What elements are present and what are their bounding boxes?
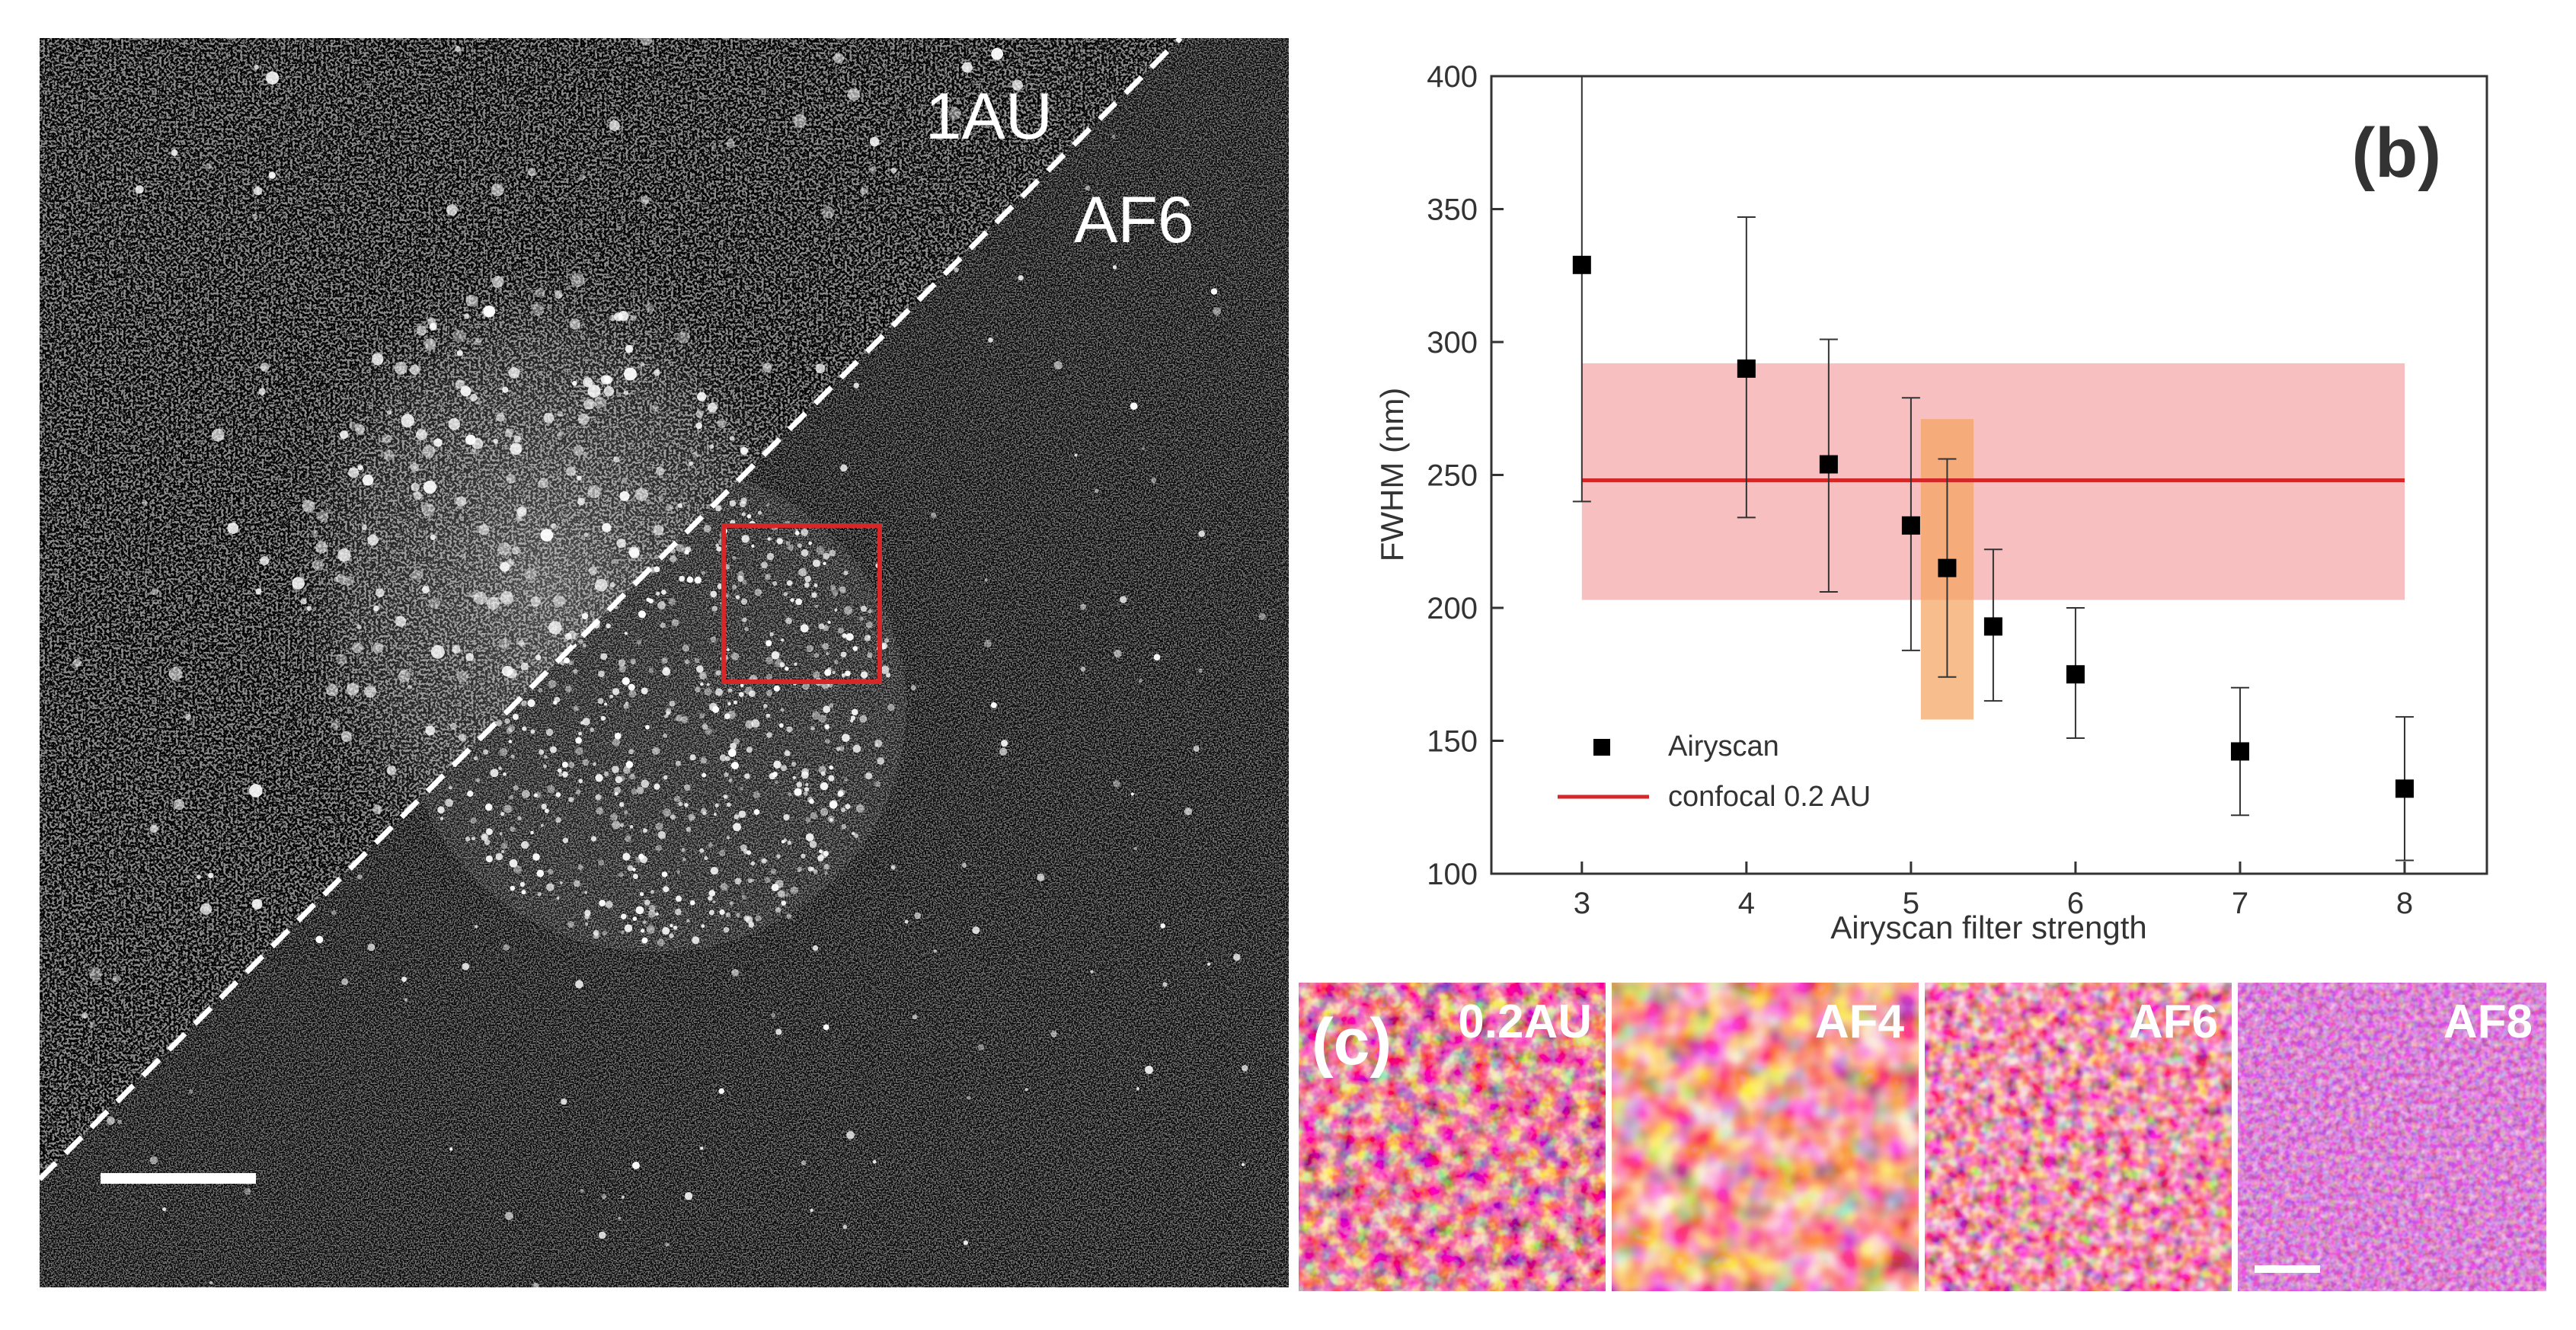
x-axis-label: Airyscan filter strength — [1830, 910, 2147, 945]
label-1au: 1AU — [925, 80, 1053, 153]
x-axis-ticks: 3 4 5 6 7 8 — [1574, 862, 2413, 920]
x-tick-label: 4 — [1738, 887, 1755, 920]
data-point — [1819, 455, 1838, 474]
roi-box — [721, 523, 882, 684]
panel-b-label: (b) — [2352, 114, 2441, 192]
data-point — [1737, 359, 1756, 378]
label-af6: AF6 — [1074, 184, 1194, 257]
panel-c-label: (c) — [1312, 1005, 1392, 1079]
y-tick-label: 300 — [1427, 326, 1478, 360]
tile-label-af4: AF4 — [1815, 996, 1905, 1048]
data-point — [1938, 558, 1957, 577]
legend-confocal-label: confocal 0.2 AU — [1668, 781, 1871, 813]
split-divider-line — [40, 38, 1183, 1181]
data-point — [1572, 255, 1591, 274]
fwhm-chart: 100 150 200 250 300 350 400 3 4 5 6 7 8 Airyscan co… — [1374, 60, 2488, 945]
tile-label-af8: AF8 — [2443, 996, 2533, 1048]
data-point — [2395, 779, 2414, 798]
data-point — [1901, 516, 1920, 535]
data-point — [2230, 742, 2249, 761]
x-tick-label: 3 — [1574, 887, 1590, 920]
tile-label-0-2au: 0.2AU — [1458, 996, 1592, 1048]
y-tick-label: 150 — [1427, 725, 1478, 759]
tile-af6: AF6 — [1925, 983, 2232, 1291]
tile-af8: AF8 — [2238, 983, 2546, 1291]
y-axis-ticks: 100 150 200 250 300 350 400 — [1427, 60, 1504, 891]
y-tick-label: 250 — [1427, 459, 1478, 493]
y-tick-label: 200 — [1427, 592, 1478, 625]
x-tick-label: 8 — [2396, 887, 2413, 920]
x-tick-label: 5 — [1903, 887, 1919, 920]
microscopy-panel-a: 1AU AF6 — [40, 38, 1289, 1287]
legend-airyscan-label: Airyscan — [1668, 731, 1779, 763]
data-points — [1572, 255, 2414, 798]
data-point — [1983, 617, 2002, 636]
x-tick-label: 7 — [2232, 887, 2248, 920]
panel-c-tiles: 0.2AU (c) AF4 AF6 AF8 — [1299, 983, 2546, 1291]
y-tick-label: 400 — [1427, 60, 1478, 94]
legend: Airyscan confocal 0.2 AU — [1558, 731, 1871, 813]
tile-0-2au: 0.2AU (c) — [1299, 983, 1606, 1291]
tile-af4: AF4 — [1612, 983, 1919, 1291]
y-axis-label: FWHM (nm) — [1374, 388, 1410, 562]
x-tick-label: 6 — [2067, 887, 2084, 920]
y-tick-label: 100 — [1427, 858, 1478, 891]
tile-label-af6: AF6 — [2129, 996, 2218, 1048]
legend-airyscan-marker — [1593, 739, 1610, 756]
data-point — [2066, 665, 2085, 684]
y-tick-label: 350 — [1427, 193, 1478, 227]
